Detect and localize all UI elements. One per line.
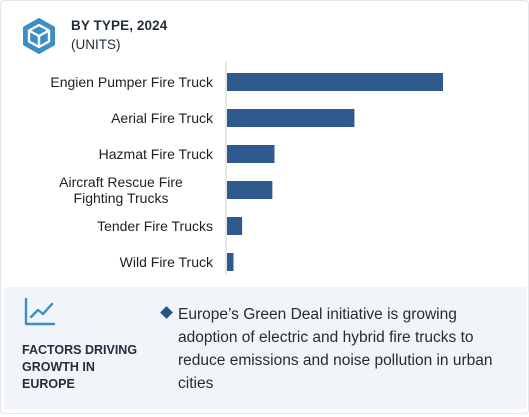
factors-panel: FACTORS DRIVING GROWTH IN EUROPE Europe’… [4, 287, 526, 409]
category-label: Aircraft Rescue Fire Fighting Trucks [59, 174, 183, 206]
factor-text: Europe’s Green Deal initiative is growin… [178, 306, 493, 392]
bar [227, 217, 243, 235]
cube-hexagon-icon [23, 18, 55, 54]
category-label: Tender Fire Trucks [97, 218, 213, 234]
category-label: Wild Fire Truck [120, 254, 214, 270]
factors-heading-line: GROWTH IN [22, 360, 95, 374]
trend-line-icon [24, 297, 56, 326]
factors-heading-line: FACTORS DRIVING [22, 343, 138, 357]
bar-chart: Engien Pumper Fire Truck Aerial Fire Truc… [50, 61, 443, 275]
factor-bullet: Europe’s Green Deal initiative is growin… [160, 303, 517, 395]
chart-title: BY TYPE, 2024 [71, 18, 168, 33]
bar [227, 109, 355, 127]
bar [227, 253, 234, 271]
category-label: Aerial Fire Truck [111, 110, 214, 126]
factors-heading-line: EUROPE [22, 377, 75, 391]
bar [227, 145, 275, 163]
bar [227, 73, 443, 91]
category-label: Engien Pumper Fire Truck [50, 74, 214, 90]
chart-units: (UNITS) [71, 37, 121, 52]
category-label: Hazmat Fire Truck [99, 146, 214, 162]
diamond-bullet-icon [160, 306, 173, 319]
bar [227, 181, 273, 199]
factors-heading: FACTORS DRIVING GROWTH IN EUROPE [22, 342, 152, 393]
